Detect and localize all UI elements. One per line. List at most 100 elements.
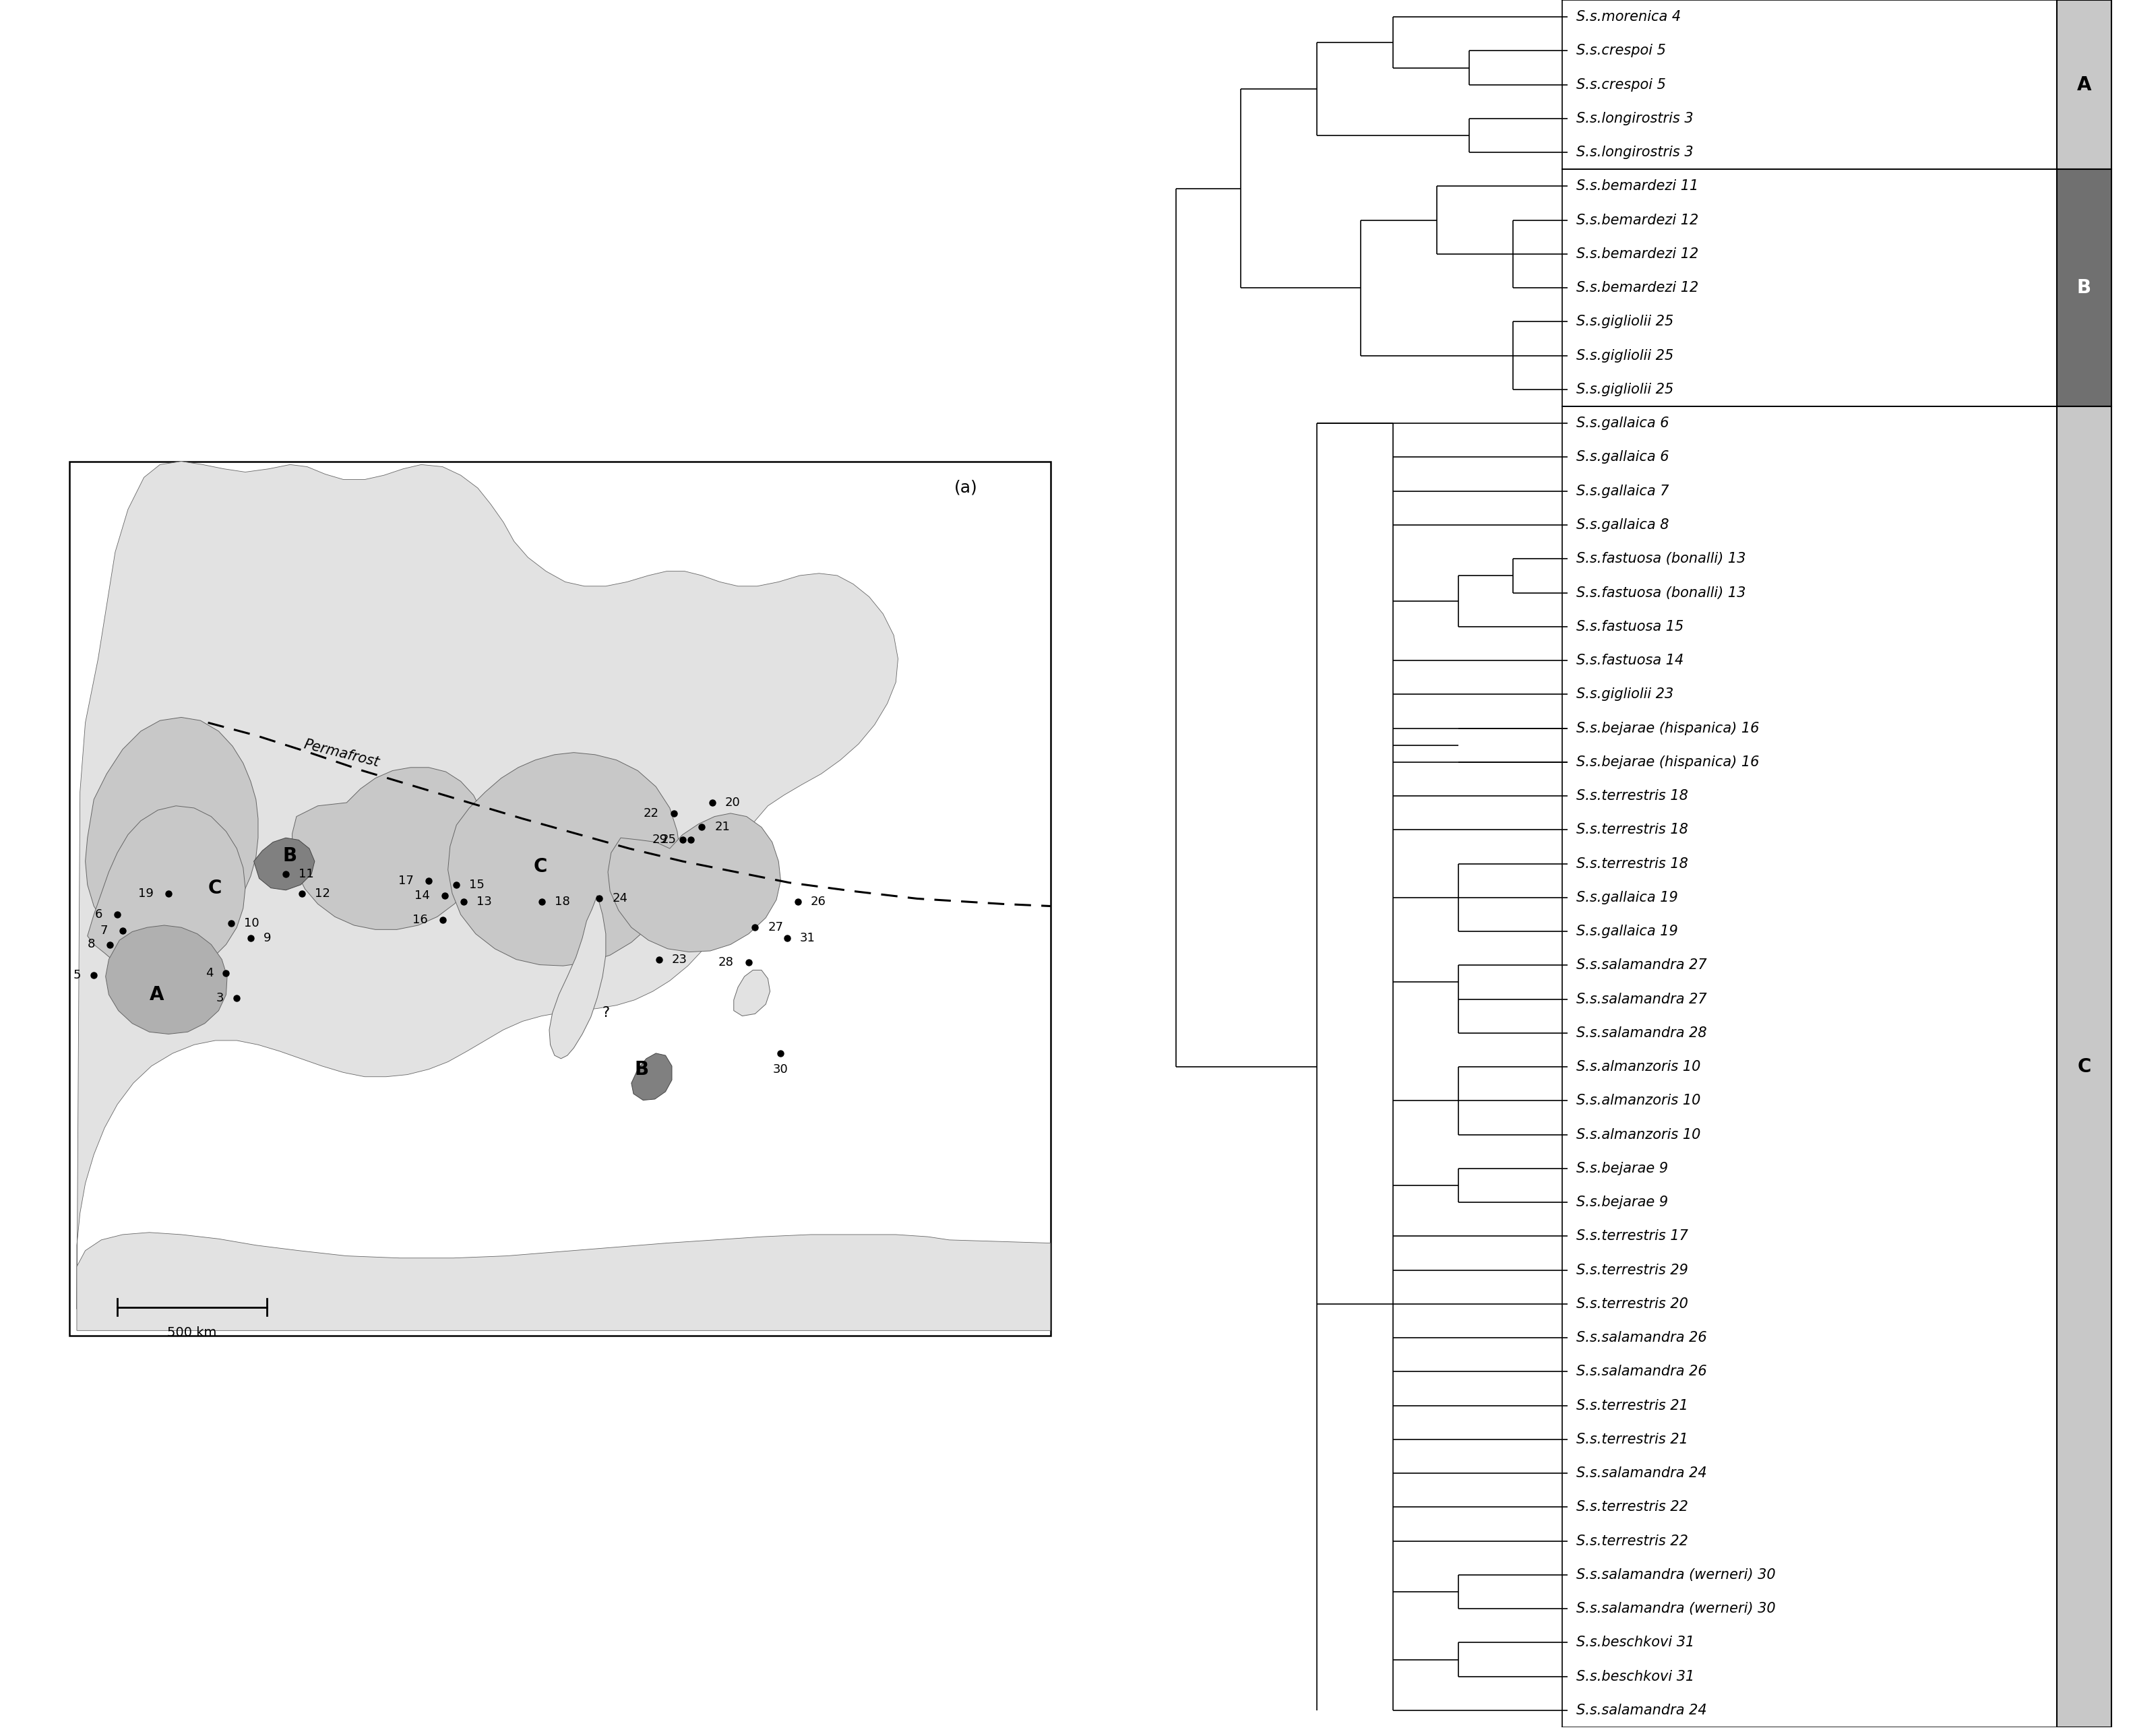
Text: 500 km: 500 km [166,1326,218,1338]
Text: S.s.gigliolii 23: S.s.gigliolii 23 [1576,687,1672,701]
Text: S.s.gigliolii 25: S.s.gigliolii 25 [1576,349,1672,363]
Text: 13: 13 [476,896,493,908]
Text: C: C [207,878,222,898]
Text: S.s.terrestris 21: S.s.terrestris 21 [1576,1432,1687,1446]
Text: S.s.bemardezi 12: S.s.bemardezi 12 [1576,281,1698,295]
Text: S.s.gallaica 6: S.s.gallaica 6 [1576,451,1668,464]
Text: S.s.fastuosa 14: S.s.fastuosa 14 [1576,654,1683,667]
Text: 3: 3 [215,991,224,1003]
Text: S.s.fastuosa (bonalli) 13: S.s.fastuosa (bonalli) 13 [1576,587,1745,599]
Polygon shape [608,812,781,951]
Text: S.s.almanzoris 10: S.s.almanzoris 10 [1576,1128,1700,1141]
Text: C: C [2078,1057,2090,1076]
Text: ?: ? [602,1005,610,1019]
Text: 23: 23 [672,953,687,965]
Polygon shape [77,462,898,1309]
Text: S.s.salamandra 24: S.s.salamandra 24 [1576,1703,1706,1717]
Text: S.s.gigliolii 25: S.s.gigliolii 25 [1576,314,1672,328]
Text: S.s.bemardezi 11: S.s.bemardezi 11 [1576,179,1698,193]
Text: 24: 24 [612,892,627,904]
Text: B: B [634,1059,648,1078]
Text: S.s.gallaica 19: S.s.gallaica 19 [1576,925,1679,937]
Text: 6: 6 [94,908,102,920]
Text: S.s.fastuosa (bonalli) 13: S.s.fastuosa (bonalli) 13 [1576,552,1745,566]
Text: Permafrost: Permafrost [303,738,380,769]
Text: B: B [282,847,296,865]
Text: S.s.terrestris 20: S.s.terrestris 20 [1576,1297,1687,1311]
Text: S.s.gallaica 6: S.s.gallaica 6 [1576,417,1668,431]
Text: 12: 12 [316,887,331,899]
Text: 17: 17 [399,875,414,887]
Text: S.s.terrestris 29: S.s.terrestris 29 [1576,1264,1687,1276]
Text: S.s.crespoi 5: S.s.crespoi 5 [1576,78,1666,92]
Bar [68,462,1049,1337]
Text: A: A [2078,75,2090,94]
Text: 29: 29 [653,833,668,845]
Text: S.s.terrestris 18: S.s.terrestris 18 [1576,823,1687,837]
Text: S.s.terrestris 17: S.s.terrestris 17 [1576,1229,1687,1243]
Text: (a): (a) [956,479,977,496]
Polygon shape [85,717,258,944]
Text: 19: 19 [139,887,154,899]
Text: 28: 28 [719,957,734,969]
Text: 10: 10 [243,917,260,929]
Text: S.s.salamandra 28: S.s.salamandra 28 [1576,1026,1706,1040]
Text: S.s.salamandra (werneri) 30: S.s.salamandra (werneri) 30 [1576,1568,1775,1581]
Text: S.s.gallaica 8: S.s.gallaica 8 [1576,519,1668,531]
Text: 5: 5 [73,969,81,981]
Text: 25: 25 [661,833,676,845]
Polygon shape [448,752,680,965]
Polygon shape [254,838,316,891]
Polygon shape [87,806,245,979]
Text: S.s.longirostris 3: S.s.longirostris 3 [1576,111,1694,125]
Text: S.s.terrestris 21: S.s.terrestris 21 [1576,1399,1687,1413]
Text: S.s.salamandra 24: S.s.salamandra 24 [1576,1467,1706,1481]
Text: 7: 7 [100,925,107,937]
Bar [2056,0,2112,170]
Text: 18: 18 [555,896,570,908]
Text: S.s.almanzoris 10: S.s.almanzoris 10 [1576,1094,1700,1108]
Text: 22: 22 [644,807,659,819]
Text: 21: 21 [715,821,729,833]
Text: S.s.terrestris 22: S.s.terrestris 22 [1576,1500,1687,1514]
Text: 27: 27 [768,922,783,934]
Text: 30: 30 [772,1062,789,1075]
Polygon shape [631,1054,672,1101]
Text: S.s.terrestris 18: S.s.terrestris 18 [1576,858,1687,870]
Text: S.s.salamandra 27: S.s.salamandra 27 [1576,958,1706,972]
Text: 4: 4 [205,967,213,979]
Text: S.s.salamandra 27: S.s.salamandra 27 [1576,993,1706,1005]
Text: S.s.bemardezi 12: S.s.bemardezi 12 [1576,247,1698,260]
Text: 26: 26 [811,896,825,908]
Text: S.s.bejarae 9: S.s.bejarae 9 [1576,1196,1668,1208]
Text: S.s.bemardezi 12: S.s.bemardezi 12 [1576,214,1698,227]
Text: A: A [149,984,164,1003]
Text: S.s.fastuosa 15: S.s.fastuosa 15 [1576,620,1683,634]
Text: S.s.gigliolii 25: S.s.gigliolii 25 [1576,382,1672,396]
Text: S.s.longirostris 3: S.s.longirostris 3 [1576,146,1694,160]
Text: S.s.salamandra (werneri) 30: S.s.salamandra (werneri) 30 [1576,1602,1775,1616]
Text: S.s.bejarae (hispanica) 16: S.s.bejarae (hispanica) 16 [1576,755,1760,769]
Text: S.s.bejarae (hispanica) 16: S.s.bejarae (hispanica) 16 [1576,722,1760,734]
Text: S.s.gallaica 7: S.s.gallaica 7 [1576,484,1668,498]
Text: 11: 11 [299,868,314,880]
Text: S.s.bejarae 9: S.s.bejarae 9 [1576,1161,1668,1175]
Text: 15: 15 [469,878,484,891]
Text: 31: 31 [800,932,815,944]
Text: S.s.beschkovi 31: S.s.beschkovi 31 [1576,1670,1694,1684]
Bar [2056,406,2112,1727]
Text: 16: 16 [412,913,427,925]
Text: C: C [533,858,546,877]
Polygon shape [734,970,770,1016]
Polygon shape [292,767,486,929]
Text: S.s.terrestris 22: S.s.terrestris 22 [1576,1535,1687,1549]
Text: S.s.crespoi 5: S.s.crespoi 5 [1576,43,1666,57]
Text: 20: 20 [725,797,740,809]
Text: S.s.morenica 4: S.s.morenica 4 [1576,10,1681,24]
Text: S.s.beschkovi 31: S.s.beschkovi 31 [1576,1635,1694,1649]
Text: S.s.gallaica 19: S.s.gallaica 19 [1576,891,1679,904]
Text: 8: 8 [87,939,94,951]
Text: S.s.terrestris 18: S.s.terrestris 18 [1576,790,1687,802]
Text: 14: 14 [414,889,429,901]
Text: S.s.almanzoris 10: S.s.almanzoris 10 [1576,1061,1700,1073]
